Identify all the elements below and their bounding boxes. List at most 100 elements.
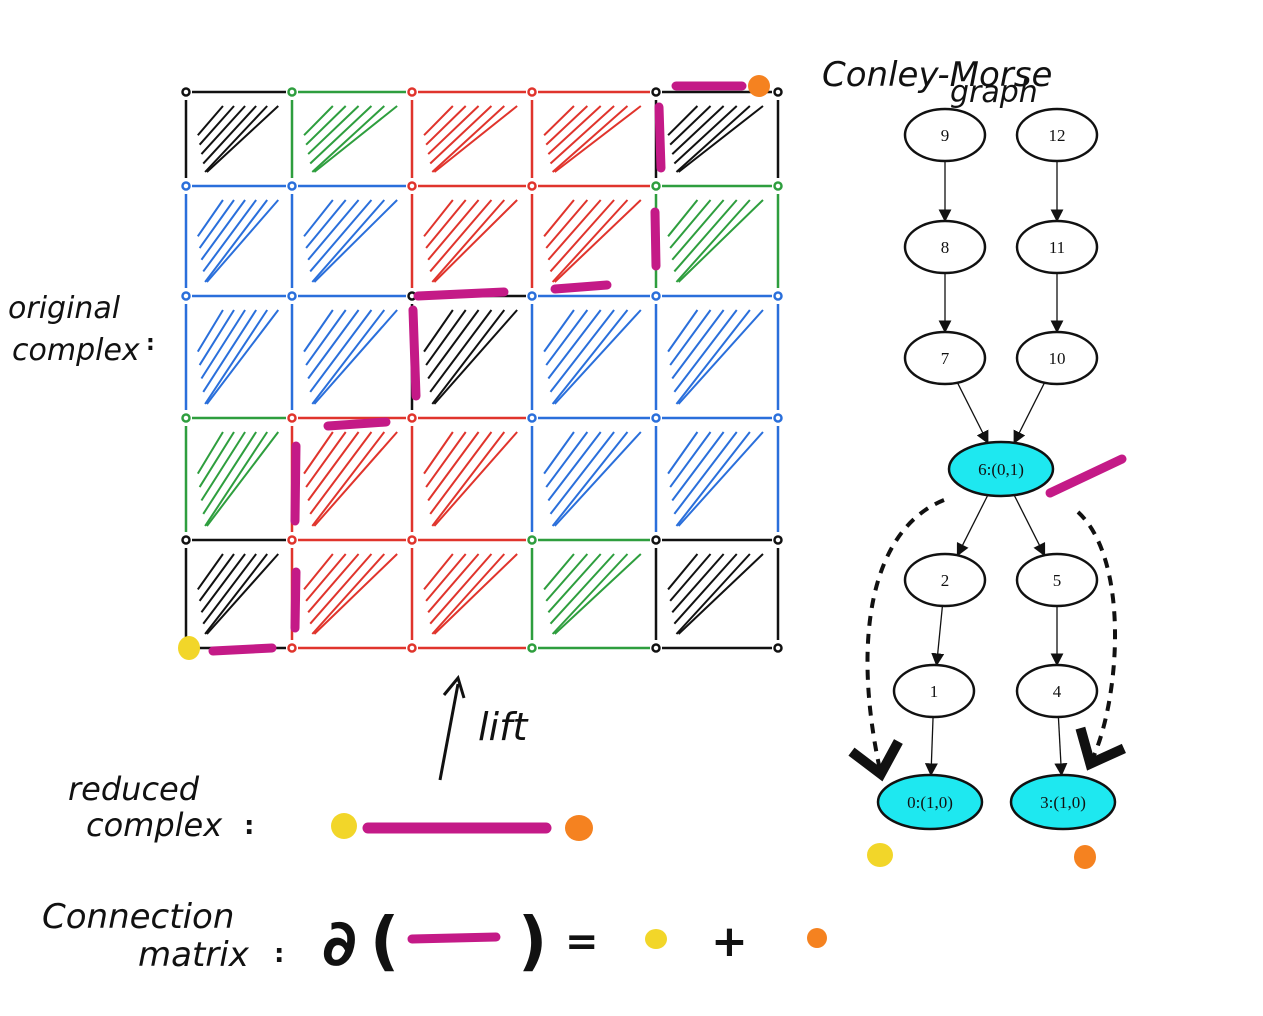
grid-vertex [651, 181, 661, 191]
grid-cell [184, 90, 286, 178]
graph-node-7: 7 [903, 330, 987, 386]
grid-vertex [651, 413, 661, 423]
hatch-line [427, 309, 480, 380]
graph-edge [1013, 382, 1046, 445]
grid-vertex [181, 291, 191, 301]
graph-node-8: 8 [903, 219, 987, 275]
original-complex-label: original [8, 291, 121, 326]
hatch-line [673, 199, 738, 273]
hatch-line [204, 199, 268, 283]
close-paren: ) [518, 905, 547, 979]
node-ellipse [1015, 330, 1099, 386]
hatch-line [206, 431, 280, 527]
highlight-edge [550, 280, 612, 294]
hatch-line [545, 105, 589, 146]
hatch-line [309, 199, 373, 273]
hatch-line [200, 309, 246, 380]
equals-sign: = [565, 919, 599, 965]
hatch-line [429, 309, 493, 393]
hatch-line [671, 309, 725, 380]
hatch-line [554, 199, 642, 283]
grid-vertex [651, 291, 661, 301]
grid-cell [410, 294, 526, 410]
hatch-line [433, 105, 518, 173]
hatch-line [307, 105, 360, 155]
graph-title: Conley-Morse [822, 55, 1052, 95]
hatch-line [675, 309, 751, 405]
hatch-line [677, 105, 764, 173]
grid-vertex [651, 643, 661, 653]
hatch-line [202, 431, 257, 515]
hatch-line [551, 105, 629, 173]
yellow-vertex-grid [178, 636, 200, 660]
hatch-line [675, 199, 751, 283]
highlight-edge [323, 417, 391, 431]
hatch-line [303, 105, 334, 136]
node-label: 2 [941, 571, 950, 590]
hatch-line [303, 431, 334, 475]
hatch-line [427, 431, 480, 502]
grid-vertex [181, 181, 191, 191]
node-label: 7 [941, 349, 950, 368]
grid-highlight-edges [208, 81, 747, 656]
grid-vertex [407, 413, 417, 423]
hatch-line [551, 431, 629, 527]
graph-node-0: 0:(1,0) [876, 773, 984, 831]
hatch-line [423, 105, 454, 136]
node-ellipse [903, 219, 987, 275]
hatch-line [425, 309, 467, 366]
hatch-line [423, 431, 454, 475]
hatch-line [549, 105, 615, 165]
hatch-line [196, 309, 224, 353]
hatch-line [427, 553, 480, 613]
node-ellipse [903, 330, 987, 386]
graph-node-2: 2 [903, 552, 987, 608]
grid-cell [654, 294, 772, 410]
grid-cell [530, 184, 650, 288]
grid-cell [654, 416, 772, 532]
hatch-line [669, 553, 712, 602]
hatch-line [425, 105, 467, 146]
hatch-line [673, 431, 738, 515]
hatch-line [313, 553, 398, 635]
grid-vertex [773, 643, 783, 653]
colon-mark: : [274, 939, 284, 969]
grid-cell [290, 184, 406, 288]
hatch-line [427, 105, 480, 155]
node-label: 10 [1049, 349, 1066, 368]
grid-vertex [181, 535, 191, 545]
reduced-complex-label-2: complex [86, 806, 223, 844]
hatch-line [675, 553, 751, 635]
grid-cell [290, 294, 406, 410]
graph-node-4: 4 [1015, 663, 1099, 719]
highlight-edge [290, 441, 301, 526]
node-ellipse [1015, 663, 1099, 719]
hatch-line [206, 309, 280, 405]
hatch-line [307, 553, 360, 613]
grid-vertex [527, 535, 537, 545]
hatch-line [675, 431, 751, 527]
hatch-line [431, 553, 506, 635]
hatch-line [202, 309, 257, 393]
highlight-edge [290, 567, 301, 633]
graph-orange-vertex [1074, 845, 1096, 869]
grid-vertex [181, 87, 191, 97]
hatch-line [307, 309, 360, 380]
hatch-line [311, 309, 386, 405]
hatch-line [200, 553, 246, 613]
grid-cell [410, 184, 526, 288]
hatch-line [204, 553, 268, 635]
hatch-line [545, 431, 589, 488]
original-complex-label-2: complex [12, 333, 140, 368]
boundary-symbol: ∂ [322, 907, 357, 981]
lift-label: lift [478, 705, 529, 749]
hatch-line [196, 431, 224, 475]
orange-vertex-grid [748, 75, 770, 97]
grid-vertex [287, 535, 297, 545]
grid-vertex [287, 181, 297, 191]
hatch-line [309, 105, 373, 165]
highlight-edge [650, 207, 661, 271]
hatch-line [677, 431, 764, 527]
hatch-line [545, 553, 589, 602]
hatch-line [204, 309, 269, 405]
